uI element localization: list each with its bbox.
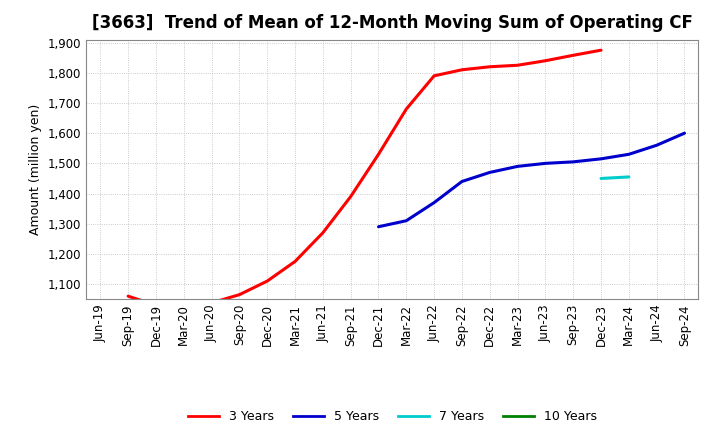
5 Years: [430, 200, 438, 205]
3 Years: [318, 230, 327, 235]
Line: 7 Years: 7 Years: [601, 177, 629, 179]
Y-axis label: Amount (million yen): Amount (million yen): [30, 104, 42, 235]
Line: 5 Years: 5 Years: [379, 133, 685, 227]
5 Years: [374, 224, 383, 229]
5 Years: [652, 143, 661, 148]
3 Years: [179, 306, 188, 311]
3 Years: [124, 293, 132, 299]
3 Years: [152, 303, 161, 308]
3 Years: [485, 64, 494, 70]
Legend: 3 Years, 5 Years, 7 Years, 10 Years: 3 Years, 5 Years, 7 Years, 10 Years: [183, 405, 602, 428]
5 Years: [485, 170, 494, 175]
3 Years: [402, 106, 410, 112]
3 Years: [430, 73, 438, 78]
5 Years: [541, 161, 550, 166]
3 Years: [291, 259, 300, 264]
3 Years: [569, 53, 577, 58]
3 Years: [513, 62, 522, 68]
3 Years: [374, 152, 383, 157]
5 Years: [402, 218, 410, 224]
Title: [3663]  Trend of Mean of 12-Month Moving Sum of Operating CF: [3663] Trend of Mean of 12-Month Moving …: [92, 15, 693, 33]
3 Years: [541, 58, 550, 63]
Line: 3 Years: 3 Years: [128, 50, 601, 308]
3 Years: [346, 194, 355, 199]
5 Years: [597, 156, 606, 161]
3 Years: [263, 279, 271, 284]
7 Years: [597, 176, 606, 181]
3 Years: [458, 67, 467, 73]
7 Years: [624, 174, 633, 180]
5 Years: [624, 152, 633, 157]
5 Years: [680, 131, 689, 136]
3 Years: [235, 292, 243, 297]
5 Years: [569, 159, 577, 165]
5 Years: [458, 179, 467, 184]
3 Years: [207, 300, 216, 305]
5 Years: [513, 164, 522, 169]
3 Years: [597, 48, 606, 53]
